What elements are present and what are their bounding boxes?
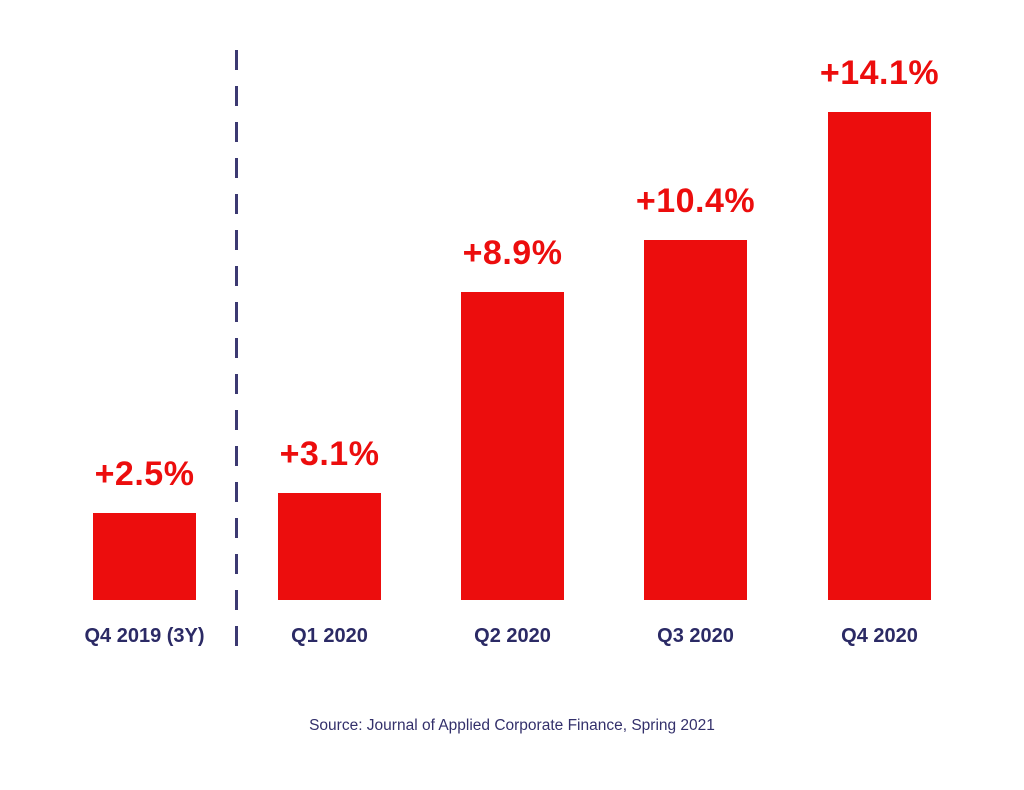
bar	[461, 292, 564, 600]
bar	[644, 240, 747, 600]
value-number: +10.4	[635, 182, 725, 220]
bar-group-q4-2019: +2.5% Q4 2019 (3Y)	[84, 0, 204, 790]
bar-value-label: +14.1%	[820, 56, 939, 90]
bar-group-q2-2020: +8.9% Q2 2020	[461, 0, 564, 790]
bar-value-label: +8.9%	[463, 236, 563, 270]
bar-value-label: +3.1%	[280, 437, 380, 471]
bar-group-q4-2020: +14.1% Q4 2020	[820, 0, 939, 790]
percent-sign: %	[348, 435, 380, 473]
bar-value-label: +10.4%	[636, 184, 755, 218]
bar	[828, 112, 931, 600]
value-number: +2.5	[94, 455, 164, 493]
bar-value-label: +2.5%	[95, 457, 195, 491]
source-note: Source: Journal of Applied Corporate Fin…	[309, 717, 715, 734]
bar	[278, 493, 381, 600]
category-label: Q2 2020	[474, 625, 551, 647]
percent-sign: %	[724, 182, 756, 220]
category-label: Q3 2020	[657, 625, 734, 647]
value-number: +8.9	[462, 234, 532, 272]
category-label: Q4 2020	[841, 625, 918, 647]
percent-sign: %	[163, 455, 195, 493]
category-label: Q4 2019 (3Y)	[84, 625, 205, 647]
value-number: +14.1	[819, 54, 909, 92]
category-label: Q1 2020	[291, 625, 368, 647]
bar-group-q1-2020: +3.1% Q1 2020	[278, 0, 381, 790]
percent-sign: %	[908, 54, 940, 92]
value-number: +3.1	[279, 435, 349, 473]
bar	[93, 513, 196, 600]
dashed-separator-line	[235, 50, 238, 650]
percent-sign: %	[531, 234, 563, 272]
bar-group-q3-2020: +10.4% Q3 2020	[636, 0, 755, 790]
